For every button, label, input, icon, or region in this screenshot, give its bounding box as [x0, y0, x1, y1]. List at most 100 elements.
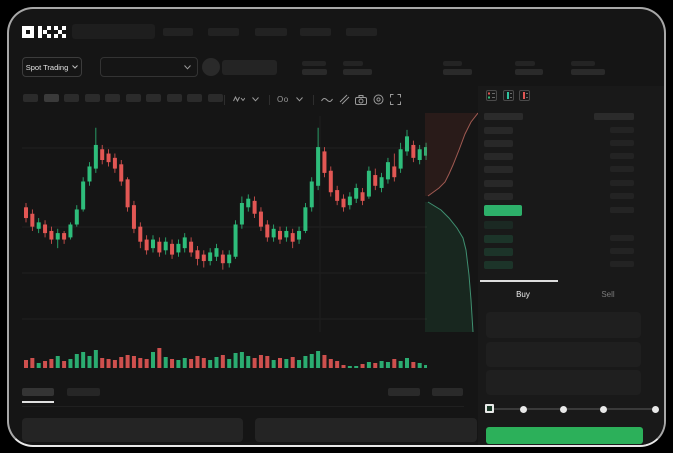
ticker-stat-value [302, 68, 327, 75]
buy-tab-label: Buy [516, 290, 530, 299]
book-col-header-price [484, 113, 523, 120]
candlestick-chart[interactable] [22, 108, 427, 380]
timeframe-button[interactable] [166, 94, 182, 102]
chevron-down-icon [72, 65, 79, 69]
timeframe-button[interactable] [43, 94, 59, 102]
ask-amount-bar [610, 166, 634, 172]
buy-tab-indicator [480, 280, 558, 282]
price-field[interactable] [486, 312, 641, 338]
bottom-right-button[interactable] [432, 388, 463, 396]
book-bids-view-icon[interactable] [519, 90, 530, 101]
divider [269, 94, 270, 105]
nav-item[interactable] [300, 28, 331, 36]
timeframe-button[interactable] [64, 94, 79, 102]
chevron-down-icon[interactable] [249, 93, 262, 106]
pair-name-placeholder [222, 60, 277, 75]
ask-price-bar[interactable] [484, 140, 513, 147]
bid-price-bar[interactable] [484, 248, 513, 256]
timeframe-button[interactable] [146, 94, 161, 102]
order-book-rows [478, 86, 664, 276]
chart-style-icon[interactable] [232, 93, 245, 106]
bid-price-bar[interactable] [484, 221, 513, 229]
ticker-stat-value [443, 68, 472, 75]
pair-avatar[interactable] [202, 58, 220, 76]
ask-price-bar[interactable] [484, 127, 513, 134]
ticker-stat-label [443, 61, 462, 66]
compare-icon[interactable] [338, 93, 351, 106]
ask-amount-bar [610, 193, 634, 199]
ticker-stat-label [343, 61, 363, 66]
order-book-panel: Buy Sell [478, 86, 664, 445]
bottom-right-button[interactable] [388, 388, 420, 396]
amount-field[interactable] [486, 342, 641, 367]
ask-price-bar[interactable] [484, 193, 513, 200]
ask-amount-bar [610, 153, 634, 159]
slider-stop-dot[interactable] [651, 405, 659, 413]
market-type-label: Spot Trading [25, 62, 69, 72]
ticker-stat-value [515, 68, 543, 75]
timeframe-button[interactable] [125, 94, 141, 102]
ask-amount-bar [610, 180, 634, 186]
ticker-stat-label [571, 61, 595, 66]
nav-item[interactable] [163, 28, 193, 36]
bottom-divider [22, 406, 464, 407]
bottom-tab[interactable] [67, 388, 100, 396]
tab-buy[interactable]: Buy [478, 284, 568, 302]
pair-selector-dropdown[interactable] [100, 57, 198, 77]
depth-chart [425, 112, 478, 332]
line-tool-icon[interactable] [321, 93, 334, 106]
ask-price-bar[interactable] [484, 153, 513, 160]
timeframe-button[interactable] [105, 94, 120, 102]
sell-tab-label: Sell [601, 290, 615, 299]
okx-logo [22, 26, 66, 38]
market-type-dropdown[interactable]: Spot Trading [22, 57, 82, 77]
total-field[interactable] [486, 370, 641, 395]
last-price-highlight[interactable] [484, 205, 522, 216]
nav-item[interactable] [208, 28, 239, 36]
amount-slider[interactable] [478, 400, 664, 418]
timeframe-button[interactable] [187, 94, 202, 102]
nav-item[interactable] [255, 28, 287, 36]
timeframe-button[interactable] [84, 94, 100, 102]
ask-price-bar[interactable] [484, 166, 513, 173]
slider-stop-dot[interactable] [599, 405, 607, 413]
chart-toolbar-icons: Oo [221, 92, 402, 107]
tab-sell[interactable]: Sell [568, 284, 648, 302]
bottom-input-panel[interactable] [255, 418, 477, 442]
timeframe-bar [9, 89, 229, 107]
slider-handle[interactable] [485, 404, 494, 413]
bid-price-bar[interactable] [484, 235, 513, 243]
slider-stop-dot[interactable] [519, 405, 527, 413]
divider [312, 94, 314, 105]
camera-icon[interactable] [355, 93, 368, 106]
top-nav [9, 9, 664, 49]
divider [224, 94, 225, 105]
ask-amount-bar [610, 127, 634, 133]
bid-amount-bar [610, 248, 634, 254]
search-input[interactable] [72, 24, 155, 39]
bottom-tab-active[interactable] [22, 388, 54, 396]
bid-price-bar[interactable] [484, 261, 513, 269]
ticker-stat-label [302, 61, 326, 66]
book-asks-view-icon[interactable] [503, 90, 514, 101]
slider-stop-dot[interactable] [559, 405, 567, 413]
ask-amount-bar [610, 140, 634, 146]
book-amount-bar [610, 207, 634, 213]
nav-item[interactable] [346, 28, 377, 36]
book-col-header-amount [594, 113, 634, 120]
timeframe-button[interactable] [23, 94, 38, 102]
settings-icon[interactable] [372, 93, 385, 106]
app-window: Spot Trading Oo [7, 7, 666, 447]
indicators-icon[interactable]: Oo [277, 95, 289, 104]
ask-price-bar[interactable] [484, 180, 513, 187]
chevron-down-icon [184, 64, 191, 70]
slider-track [487, 408, 657, 410]
timeframe-button[interactable] [207, 94, 223, 102]
ticker-stats [9, 54, 664, 86]
fullscreen-icon[interactable] [389, 93, 402, 106]
ticker-stat-value [571, 68, 605, 75]
bottom-input-panel[interactable] [22, 418, 243, 442]
chevron-down-icon[interactable] [293, 93, 306, 106]
book-both-view-icon[interactable] [486, 90, 497, 101]
buy-submit-button[interactable] [486, 427, 643, 444]
